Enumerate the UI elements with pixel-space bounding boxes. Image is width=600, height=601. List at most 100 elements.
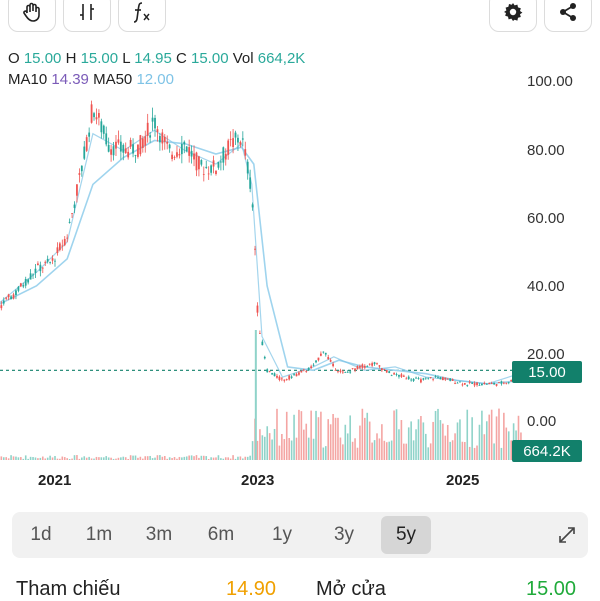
range-6m[interactable]: 6m (207, 524, 235, 545)
volume-bar (244, 456, 247, 460)
volume-bar (83, 456, 86, 460)
volume-bar (134, 455, 137, 460)
candle-body (361, 364, 364, 368)
volume-bar (73, 455, 76, 460)
candle-body (171, 154, 173, 160)
hand-tool-button[interactable] (8, 0, 56, 32)
candle-body (498, 382, 500, 383)
price-chart[interactable] (0, 0, 600, 470)
candle-body (0, 305, 3, 309)
candle-body (246, 161, 249, 174)
volume-bar (500, 447, 503, 460)
volume-bar (415, 429, 417, 460)
volume-bar (232, 455, 234, 460)
volume-bar (12, 456, 15, 460)
candle-body (385, 370, 388, 373)
candle-body (468, 381, 471, 383)
expand-button[interactable] (552, 520, 582, 550)
volume-bar (359, 425, 361, 460)
candle-body (459, 381, 461, 383)
candle-body (83, 146, 86, 159)
reference-value: 14.90 (226, 578, 277, 600)
price-candles (0, 100, 525, 388)
candle-body (334, 369, 337, 371)
range-3m[interactable]: 3m (145, 524, 173, 545)
volume-bar (127, 458, 129, 460)
share-icon (560, 3, 576, 21)
volume-bar (403, 443, 405, 460)
volume-bar (203, 455, 205, 460)
volume-bar (212, 457, 215, 460)
volume-bar (388, 441, 391, 460)
candle-body (185, 146, 188, 152)
candle-body (73, 204, 76, 208)
y-tick-0: 0.00 (527, 413, 557, 430)
volume-bar (454, 433, 456, 460)
indicator-button[interactable] (63, 0, 111, 32)
candle-body (180, 144, 183, 155)
candle-body (222, 147, 225, 163)
volume-bar (400, 420, 403, 460)
candle-body (178, 154, 181, 156)
volume-bar (63, 457, 66, 460)
volume-bar (120, 457, 122, 460)
volume-bar (151, 458, 154, 460)
volume-bar (234, 458, 237, 460)
candle-body (310, 366, 313, 368)
candle-body (78, 173, 81, 175)
function-button[interactable] (118, 0, 166, 32)
candle-body (380, 368, 383, 371)
candle-body (193, 153, 195, 160)
candle-body (402, 375, 405, 377)
range-5y[interactable]: 5y (381, 516, 431, 554)
volume-bar (85, 457, 88, 460)
candle-body (280, 378, 283, 380)
candle-body (398, 375, 400, 377)
volume-bar (373, 440, 376, 460)
volume-bar (366, 412, 369, 460)
volume-bar (195, 455, 198, 460)
candle-body (263, 356, 266, 359)
candle-body (495, 384, 498, 386)
range-1d[interactable]: 1d (30, 524, 52, 545)
candle-body (505, 382, 508, 384)
candle-body (476, 382, 478, 386)
candle-body (337, 371, 339, 373)
candle-body (441, 377, 444, 381)
volume-bar (383, 440, 386, 460)
low-label: L (122, 50, 131, 67)
volume-bar (198, 457, 200, 460)
candle-body (456, 382, 459, 384)
high-value: 15.00 (80, 50, 119, 67)
volume-bar (503, 412, 505, 460)
volume-bar (200, 455, 203, 460)
candle-body (268, 371, 271, 373)
candle-body (124, 148, 127, 154)
range-3y[interactable]: 3y (333, 524, 355, 545)
volume-bar (276, 408, 278, 460)
volume-bar (27, 458, 29, 460)
volume-bar (166, 458, 169, 460)
candle-body (439, 377, 442, 380)
range-1m[interactable]: 1m (85, 524, 113, 545)
candle-body (134, 154, 137, 156)
candle-body (454, 383, 456, 384)
volume-bar (95, 456, 98, 460)
candle-body (300, 370, 303, 373)
candle-body (322, 351, 325, 353)
candle-body (461, 384, 464, 386)
candle-body (356, 365, 359, 370)
candle-body (254, 248, 256, 250)
candle-body (249, 177, 252, 189)
candle-body (239, 141, 242, 145)
settings-button[interactable] (489, 0, 537, 32)
volume-bar (159, 455, 161, 460)
ma50-label: MA50 (93, 71, 133, 88)
range-1y[interactable]: 1y (271, 524, 293, 545)
volume-bar (332, 414, 334, 460)
candle-body (166, 141, 169, 144)
ma50-line (0, 139, 524, 385)
volume-bar (268, 433, 271, 460)
volume-bar (493, 443, 495, 460)
share-button[interactable] (544, 0, 592, 32)
